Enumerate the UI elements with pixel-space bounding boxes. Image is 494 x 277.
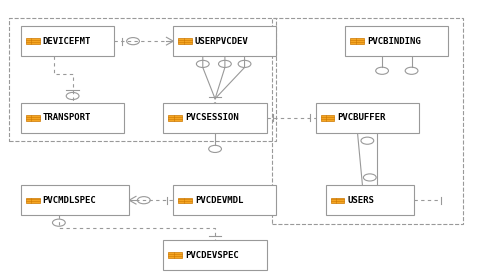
- Bar: [178, 39, 192, 44]
- Text: USERS: USERS: [347, 196, 374, 205]
- Bar: [326, 185, 414, 215]
- Bar: [321, 115, 334, 120]
- Text: TRANSPORT: TRANSPORT: [42, 114, 91, 122]
- Text: DEVICEFMT: DEVICEFMT: [42, 37, 91, 46]
- Bar: [173, 26, 277, 56]
- Bar: [345, 26, 449, 56]
- Text: PVCSESSION: PVCSESSION: [185, 114, 239, 122]
- Text: PVCDEVSPEC: PVCDEVSPEC: [185, 250, 239, 260]
- Bar: [21, 103, 124, 133]
- Text: PVCMDLSPEC: PVCMDLSPEC: [42, 196, 96, 205]
- Bar: [164, 240, 267, 270]
- Bar: [178, 198, 192, 203]
- Text: USERPVCDEV: USERPVCDEV: [195, 37, 248, 46]
- Text: PVCBINDING: PVCBINDING: [367, 37, 420, 46]
- Bar: [330, 198, 344, 203]
- Bar: [26, 115, 40, 120]
- Bar: [168, 252, 182, 258]
- Bar: [168, 115, 182, 120]
- Bar: [9, 18, 277, 141]
- Bar: [316, 103, 419, 133]
- Bar: [26, 198, 40, 203]
- Text: PVCBUFFER: PVCBUFFER: [337, 114, 386, 122]
- Bar: [272, 18, 463, 224]
- Text: PVCDEVMDL: PVCDEVMDL: [195, 196, 244, 205]
- Bar: [173, 185, 277, 215]
- Bar: [21, 185, 129, 215]
- Bar: [350, 39, 364, 44]
- Bar: [21, 26, 115, 56]
- Bar: [26, 39, 40, 44]
- Bar: [164, 103, 267, 133]
